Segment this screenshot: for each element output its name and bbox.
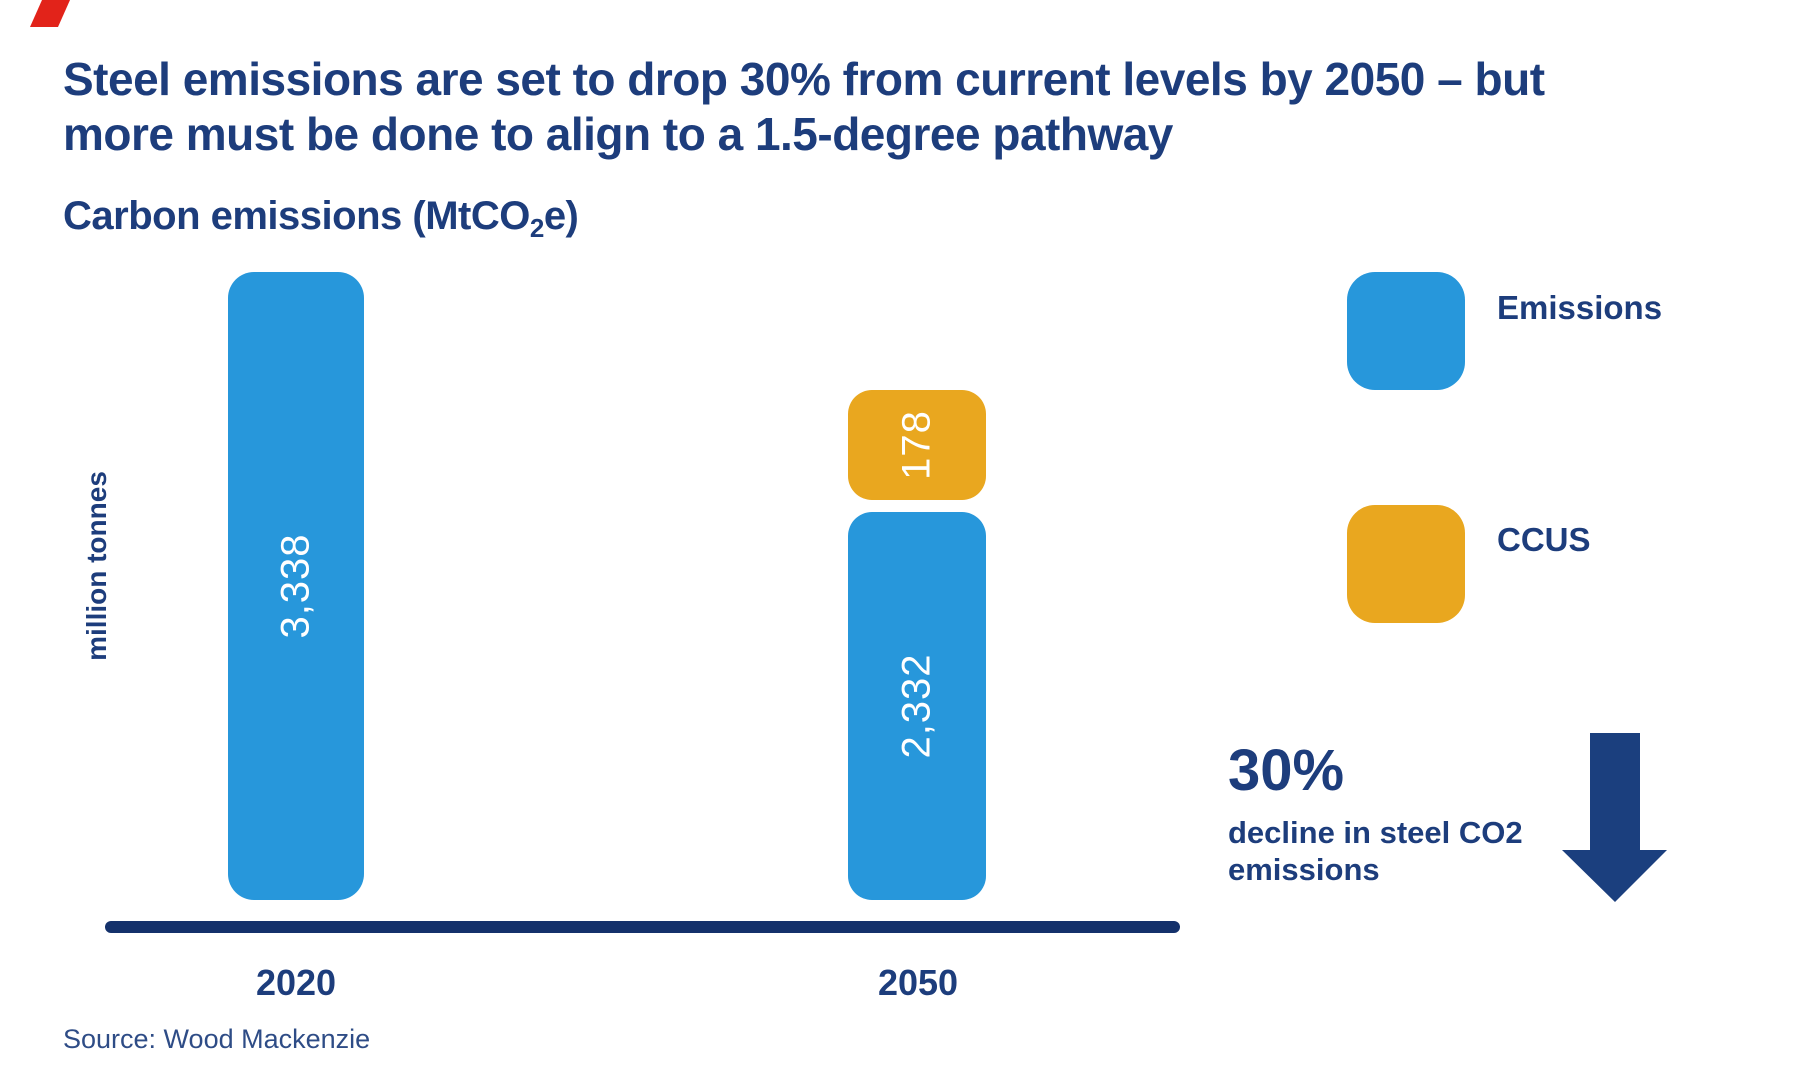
flag-shape <box>30 0 70 27</box>
bar-emissions-2050: 2,332 <box>848 512 986 900</box>
subtitle-suffix: e) <box>543 194 579 238</box>
page-title-line-1: Steel emissions are set to drop 30% from… <box>63 53 1545 105</box>
callout-text: decline in steel CO2 emissions <box>1228 815 1523 887</box>
x-axis-line <box>105 921 1180 933</box>
page-title: Steel emissions are set to drop 30% from… <box>63 52 1753 162</box>
callout: 30% decline in steel CO2 emissions <box>1228 740 1558 888</box>
x-tick-2020: 2020 <box>255 962 337 1003</box>
legend-swatch-ccus <box>1347 505 1465 623</box>
bar-emissions-2020: 3,338 <box>228 272 364 900</box>
chart-subtitle: Carbon emissions (MtCO2e) <box>63 194 579 244</box>
bar-value-emissions-2020: 3,338 <box>273 533 318 639</box>
down-arrow-shape <box>1562 733 1667 902</box>
brand-corner-flag-icon <box>30 0 70 27</box>
source-note: Source: Wood Mackenzie <box>63 1024 371 1054</box>
subtitle-prefix: Carbon emissions (MtCO <box>63 194 530 238</box>
page-title-line-2: more must be done to align to a 1.5-degr… <box>63 108 1173 160</box>
x-tick-2050: 2050 <box>877 962 959 1003</box>
bar-value-emissions-2050: 2,332 <box>894 653 939 759</box>
subtitle-subscript: 2 <box>529 213 544 243</box>
bar-value-ccus-2050: 178 <box>894 410 939 480</box>
bar-ccus-2050: 178 <box>848 390 986 500</box>
legend-swatch-emissions <box>1347 272 1465 390</box>
down-arrow-icon <box>1562 733 1667 902</box>
y-axis-label: million tonnes <box>81 471 112 661</box>
legend-label-emissions: Emissions <box>1497 289 1663 326</box>
legend-label-ccus: CCUS <box>1497 521 1591 558</box>
callout-headline: 30% <box>1228 738 1345 803</box>
